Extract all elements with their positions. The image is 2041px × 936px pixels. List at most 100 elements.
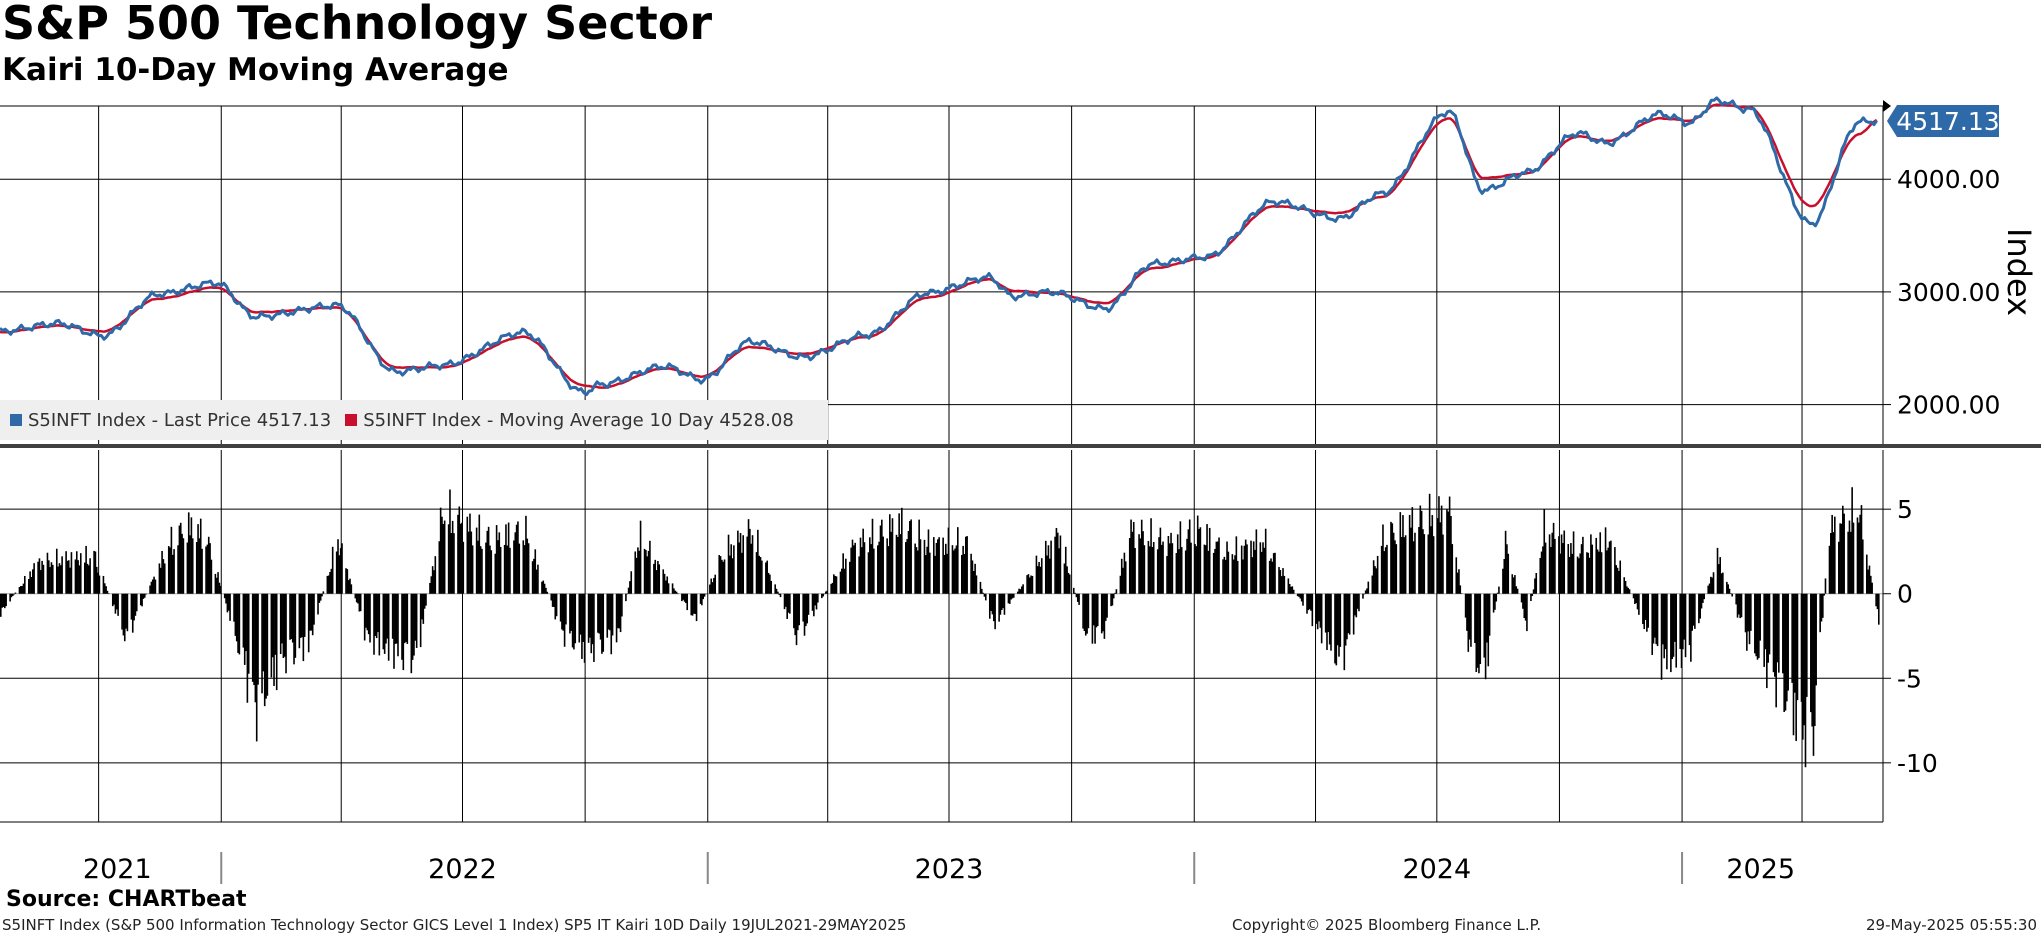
kairi-bar <box>422 593 425 624</box>
kairi-bar <box>1672 593 1675 657</box>
kairi-bar <box>1208 527 1211 594</box>
kairi-bar <box>1050 540 1052 594</box>
kairi-bar <box>1040 558 1043 594</box>
kairi-bar <box>535 569 538 594</box>
kairi-bar <box>1160 544 1163 594</box>
kairi-bar <box>1588 557 1591 594</box>
kairi-bar <box>1548 534 1551 594</box>
kairi-bar <box>1775 593 1777 708</box>
kairi-bar <box>1418 527 1420 594</box>
kairi-bar <box>783 593 786 610</box>
kairi-bar <box>509 547 511 594</box>
kairi-bar <box>581 593 583 659</box>
kairi-bar <box>1700 593 1703 609</box>
kairi-bar <box>1772 593 1775 673</box>
legend-label-last-price: S5INFT Index - Last Price 4517.13 <box>28 409 332 431</box>
kairi-bar <box>643 548 646 594</box>
kairi-bar <box>730 544 733 594</box>
kairi-bar <box>173 549 175 594</box>
kairi-bar <box>1492 593 1495 613</box>
kairi-bar <box>318 593 321 603</box>
kairi-bar <box>1684 593 1687 658</box>
kairi-bar <box>449 489 451 594</box>
kairi-bar <box>1502 568 1504 594</box>
year-label: 2024 <box>1402 854 1471 885</box>
kairi-bar <box>307 593 310 653</box>
kairi-bar <box>1231 554 1234 594</box>
kairi-bar <box>1159 527 1162 594</box>
kairi-bar <box>1591 544 1594 594</box>
kairi-bar <box>683 593 686 602</box>
kairi-bar <box>1170 532 1172 594</box>
year-label: 2025 <box>1726 854 1795 885</box>
kairi-bar <box>2 593 5 607</box>
kairi-bar <box>215 577 218 594</box>
kairi-bar <box>462 541 465 594</box>
kairi-bar <box>1374 566 1376 594</box>
kairi-bar <box>711 582 714 594</box>
kairi-bar <box>542 580 545 594</box>
kairi-bar <box>972 570 975 594</box>
kairi-bar <box>765 562 767 594</box>
kairi-bar <box>19 586 22 594</box>
kairi-bar <box>1095 593 1098 628</box>
kairi-bar <box>1512 577 1515 594</box>
kairi-bar <box>531 561 534 594</box>
kairi-bar <box>506 545 509 594</box>
kairi-bar <box>606 593 609 638</box>
kairi-bar <box>619 593 622 633</box>
kairi-bar <box>93 550 95 594</box>
kairi-bar <box>778 593 780 595</box>
kairi-bar <box>442 523 445 594</box>
kairi-bar <box>1218 537 1220 594</box>
kairi-bar <box>1712 572 1715 594</box>
kairi-bar <box>1252 541 1255 594</box>
kairi-bar <box>499 546 502 594</box>
kairi-bar <box>992 593 995 622</box>
kairi-bar <box>946 553 948 594</box>
kairi-bar <box>161 550 163 594</box>
kairi-bar <box>275 593 278 691</box>
kairi-bar <box>298 593 301 649</box>
kairi-bar <box>1862 539 1864 594</box>
kairi-bar <box>789 593 791 614</box>
kairi-bar <box>546 591 549 594</box>
kairi-bar <box>1007 593 1010 604</box>
kairi-bar <box>1190 542 1192 594</box>
kairi-bar <box>1540 551 1543 594</box>
kairi-bar <box>78 565 81 594</box>
kairi-bar <box>982 592 984 594</box>
kairi-bar <box>839 571 842 594</box>
kairi-bar <box>626 593 629 595</box>
kairi-bar <box>281 593 283 644</box>
kairi-bar <box>313 593 315 625</box>
kairi-bar <box>1140 519 1143 594</box>
kairi-bar <box>686 593 689 611</box>
kairi-bar <box>1483 593 1486 658</box>
kairi-bar <box>341 543 343 594</box>
kairi-bar <box>1478 593 1480 674</box>
kairi-bar <box>1778 593 1780 673</box>
kairi-bar <box>490 550 493 594</box>
kairi-bar <box>1290 586 1292 594</box>
kairi-bar <box>1403 537 1406 594</box>
kairi-bar <box>285 593 287 674</box>
kairi-bar <box>387 593 390 661</box>
kairi-bar <box>1766 593 1768 689</box>
kairi-bar <box>130 593 133 620</box>
kairi-bar <box>233 593 235 622</box>
kairi-bar <box>901 507 903 594</box>
kairi-bar <box>419 593 422 648</box>
kairi-bar <box>851 539 854 594</box>
kairi-bar <box>1614 547 1616 594</box>
kairi-bar <box>142 593 145 599</box>
kairi-bar <box>975 575 978 594</box>
kairi-bar <box>713 577 715 594</box>
kairi-bar <box>1224 559 1227 594</box>
kairi-bar <box>1038 561 1040 594</box>
kairi-bar <box>873 548 875 594</box>
kairi-bar <box>627 587 630 594</box>
kairi-bar <box>365 593 367 628</box>
kairi-bar <box>1680 593 1683 668</box>
kairi-bar <box>451 520 454 594</box>
